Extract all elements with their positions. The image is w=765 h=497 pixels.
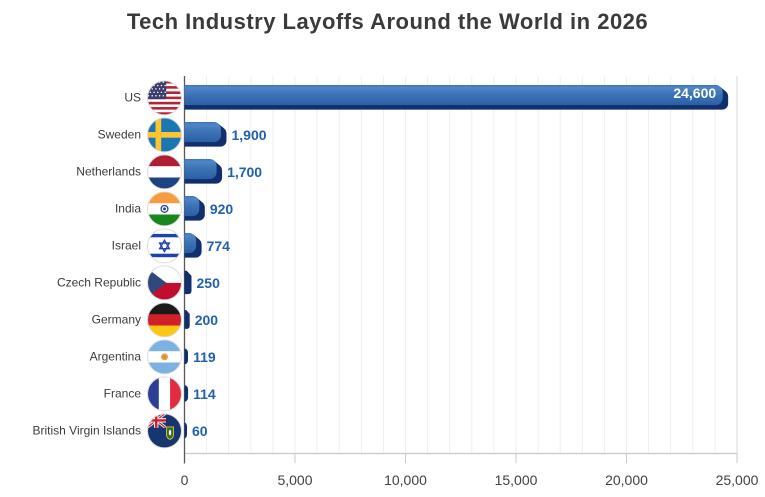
svg-text:15,000: 15,000 xyxy=(495,472,538,488)
svg-text:Israel: Israel xyxy=(112,239,141,253)
svg-text:Argentina: Argentina xyxy=(90,350,142,364)
svg-text:5,000: 5,000 xyxy=(277,472,312,488)
svg-text:114: 114 xyxy=(193,386,216,402)
svg-text:119: 119 xyxy=(193,349,216,365)
svg-text:India: India xyxy=(115,202,141,216)
svg-text:France: France xyxy=(104,387,142,401)
svg-text:Germany: Germany xyxy=(92,313,141,327)
svg-text:1,700: 1,700 xyxy=(227,164,262,180)
svg-text:10,000: 10,000 xyxy=(384,472,427,488)
svg-text:774: 774 xyxy=(207,238,231,254)
svg-text:20,000: 20,000 xyxy=(605,472,648,488)
svg-text:200: 200 xyxy=(195,312,219,328)
svg-text:US: US xyxy=(124,91,141,105)
svg-text:24,600: 24,600 xyxy=(673,85,716,101)
svg-text:25,000: 25,000 xyxy=(716,472,759,488)
svg-text:250: 250 xyxy=(197,275,221,291)
svg-text:1,900: 1,900 xyxy=(231,127,266,143)
svg-text:Czech Republic: Czech Republic xyxy=(57,276,141,290)
svg-text:British Virgin Islands: British Virgin Islands xyxy=(33,424,142,438)
svg-text:Netherlands: Netherlands xyxy=(76,165,141,179)
svg-text:60: 60 xyxy=(192,423,208,439)
svg-text:920: 920 xyxy=(210,201,234,217)
svg-text:Sweden: Sweden xyxy=(98,128,141,142)
svg-text:0: 0 xyxy=(181,472,189,488)
